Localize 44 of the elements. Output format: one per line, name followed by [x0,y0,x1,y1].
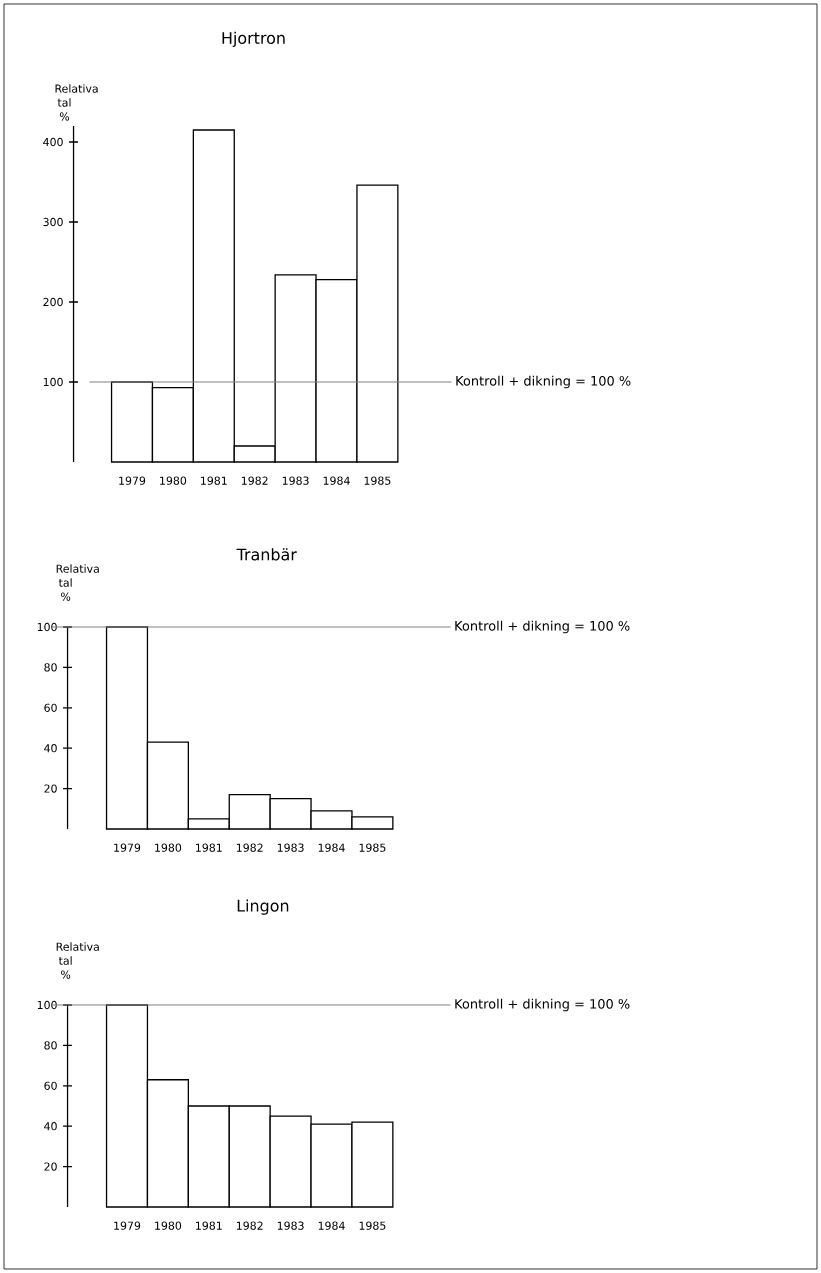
ref-line-label: Kontroll + dikning = 100 % [455,998,630,1012]
x-tick-label: 1979 [119,476,146,485]
x-tick-label: 1980 [155,1221,182,1230]
y-tick-label: 100 [37,1000,57,1010]
x-tick-label: 1982 [236,1221,263,1230]
x-tick-label: 1979 [114,843,141,852]
x-tick-label: 1981 [196,1221,222,1230]
y-tick-label: 80 [44,663,57,672]
x-tick-label: 1985 [359,843,386,852]
y-tick-label: 80 [44,1041,57,1050]
y-tick-label: 60 [44,703,57,712]
y-tick-label: 100 [37,622,57,632]
y-tick-label: 20 [44,1162,57,1171]
y-tick-label: 200 [43,297,63,307]
y-tick-label: 60 [44,1081,57,1090]
x-tick-label: 1980 [155,843,182,852]
y-axis-title: Relativa tal % [55,84,98,121]
y-tick-label: 20 [44,784,57,793]
chart-title: Tranbär [236,548,297,561]
y-axis-title: Relativa tal % [56,564,99,601]
x-tick-label: 1984 [318,843,345,852]
y-axis-title: Relativa tal % [56,942,99,979]
x-tick-label: 1982 [236,843,263,852]
y-tick-label: 40 [44,1122,57,1131]
x-tick-label: 1985 [359,1221,386,1230]
x-tick-label: 1981 [201,476,227,485]
x-tick-label: 1982 [241,476,268,485]
x-tick-label: 1980 [160,476,187,485]
x-tick-label: 1981 [196,843,222,852]
x-tick-label: 1983 [277,843,304,852]
x-tick-label: 1985 [364,476,391,485]
x-tick-label: 1983 [277,1221,304,1230]
chart-title: Hjortron [222,31,285,48]
ref-line-label: Kontroll + dikning = 100 % [455,620,630,634]
y-tick-label: 40 [44,744,57,753]
x-tick-label: 1984 [318,1221,345,1230]
y-tick-label: 100 [43,377,63,387]
y-tick-label: 400 [43,137,63,147]
x-tick-label: 1979 [114,1221,141,1230]
x-tick-label: 1983 [282,476,309,485]
x-tick-label: 1984 [323,476,350,485]
ref-line-label: Kontroll + dikning = 100 % [456,375,631,389]
y-tick-label: 300 [43,217,63,227]
chart-title: Lingon [237,899,289,915]
